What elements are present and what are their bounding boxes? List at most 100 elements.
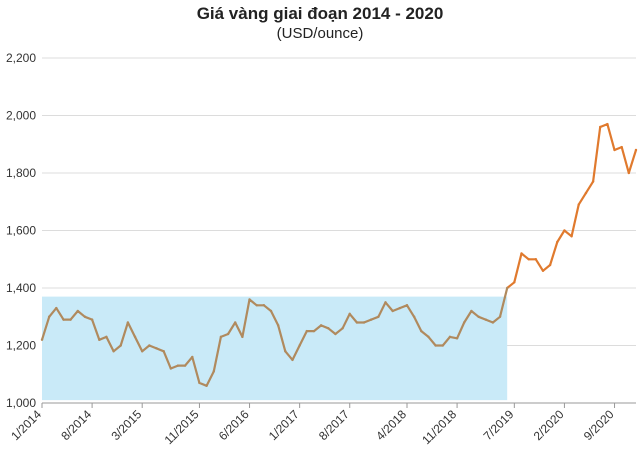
data-point	[291, 358, 294, 362]
data-point	[191, 355, 194, 359]
data-point	[427, 335, 430, 339]
x-tick-label: 1/2017	[266, 407, 302, 443]
y-tick-label: 2,000	[6, 109, 36, 123]
y-tick-label: 1,600	[6, 224, 36, 238]
data-point	[334, 332, 337, 336]
data-point	[470, 309, 473, 313]
data-point	[284, 350, 287, 353]
data-point	[226, 332, 230, 336]
x-tick-label: 2/2020	[531, 407, 567, 443]
data-point	[355, 321, 359, 324]
data-point	[412, 315, 416, 318]
data-point	[513, 281, 516, 284]
data-point	[98, 338, 101, 341]
data-point	[55, 306, 58, 310]
data-point	[556, 240, 559, 244]
data-point	[62, 318, 65, 321]
data-point	[362, 321, 366, 324]
data-point	[620, 145, 623, 149]
data-point	[370, 318, 373, 321]
data-point	[448, 335, 452, 339]
x-tick-label: 8/2017	[316, 407, 352, 443]
data-point	[591, 180, 595, 183]
x-tick-label: 11/2015	[162, 407, 202, 447]
data-point	[298, 344, 301, 347]
data-point	[548, 263, 552, 267]
data-point	[198, 381, 201, 385]
x-tick-label: 1/2014	[8, 407, 44, 443]
data-point	[455, 337, 459, 340]
x-tick-label: 3/2015	[108, 407, 144, 443]
data-point	[276, 324, 280, 327]
data-point	[183, 364, 187, 367]
data-point	[234, 321, 237, 324]
data-point	[119, 344, 122, 347]
data-point	[341, 327, 344, 330]
data-point	[527, 258, 530, 261]
data-point	[155, 347, 158, 350]
data-point	[634, 148, 638, 152]
data-point	[76, 309, 79, 313]
data-point	[105, 335, 108, 339]
x-tick-label: 6/2016	[216, 407, 252, 443]
x-tick-label: 11/2018	[419, 407, 459, 447]
data-point	[148, 344, 151, 347]
data-point	[83, 315, 87, 318]
data-point	[498, 315, 502, 318]
x-tick-label: 8/2014	[58, 407, 94, 443]
y-tick-label: 1,400	[6, 281, 36, 295]
data-point	[219, 335, 223, 339]
data-point	[505, 286, 509, 290]
y-tick-label: 1,800	[6, 166, 36, 180]
data-point	[441, 344, 444, 347]
data-point	[434, 344, 437, 347]
data-point	[391, 309, 394, 313]
data-point	[319, 324, 323, 327]
data-point	[169, 367, 173, 370]
data-point	[140, 350, 144, 353]
data-point	[90, 318, 94, 321]
data-point	[520, 252, 523, 255]
data-point	[627, 171, 631, 175]
data-point	[484, 318, 487, 321]
data-point	[563, 229, 566, 232]
data-point	[176, 364, 180, 367]
data-point	[384, 301, 387, 304]
data-point	[541, 269, 545, 272]
highlight-band	[42, 296, 508, 401]
data-point	[477, 315, 480, 318]
x-tick-label: 9/2020	[581, 407, 617, 443]
data-point	[305, 329, 308, 333]
data-point	[606, 122, 609, 126]
data-point	[577, 203, 580, 206]
data-point	[40, 338, 44, 341]
data-point	[47, 315, 51, 318]
series-line-before	[40, 287, 509, 387]
data-point	[312, 329, 316, 333]
data-point	[599, 125, 602, 129]
data-point	[570, 235, 573, 238]
data-point	[491, 321, 495, 324]
data-point	[584, 191, 588, 195]
y-tick-label: 1,000	[6, 396, 36, 410]
x-tick-label: 7/2019	[481, 407, 517, 443]
data-point	[348, 312, 351, 316]
x-tick-label: 4/2018	[373, 407, 409, 443]
data-point	[377, 315, 380, 318]
y-tick-label: 2,200	[6, 51, 36, 65]
data-point	[613, 148, 616, 152]
data-point	[534, 258, 538, 261]
y-tick-label: 1,200	[6, 339, 36, 353]
series-line-after	[506, 123, 638, 289]
data-point	[405, 304, 409, 307]
data-point	[133, 335, 137, 339]
data-point	[398, 306, 402, 310]
data-point	[463, 321, 466, 324]
data-point	[212, 370, 215, 373]
data-point	[255, 304, 258, 307]
data-point	[327, 327, 330, 330]
data-point	[262, 304, 266, 307]
chart-subtitle: (USD/ounce)	[276, 25, 364, 42]
data-point	[112, 350, 115, 353]
